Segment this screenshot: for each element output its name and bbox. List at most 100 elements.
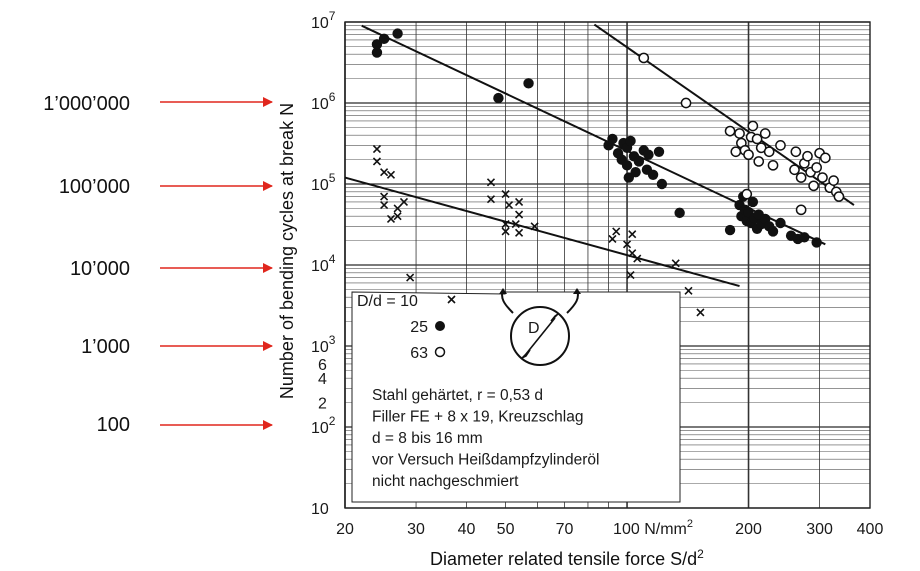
data-point-open	[767, 159, 779, 171]
data-point-open	[751, 133, 763, 145]
data-point-cross	[486, 195, 496, 204]
data-point-cross	[372, 157, 382, 166]
data-point-filled	[523, 78, 534, 89]
data-point-cross	[612, 227, 621, 236]
data-point-open	[759, 128, 771, 139]
data-point-cross	[504, 200, 514, 210]
data-point-filled	[630, 166, 641, 178]
data-point-filled	[371, 47, 383, 58]
data-point-open	[795, 172, 807, 183]
y-axis-label: Number of bending cycles at break N	[277, 103, 297, 399]
data-point-filled	[775, 217, 786, 229]
data-point-cross	[501, 190, 510, 199]
note-line: nicht nachgeschmiert	[372, 473, 519, 490]
data-point-filled	[607, 133, 618, 145]
data-point-open	[638, 52, 650, 64]
x-tick-label: 20	[336, 521, 354, 538]
data-point-open	[730, 146, 742, 158]
note-line: Stahl gehärtet, r = 0,53 d	[372, 387, 543, 404]
y-minor-tick-label: 6	[318, 357, 327, 374]
data-point-cross	[380, 168, 389, 177]
legend-header: D/d = 10	[357, 293, 418, 310]
y-tick-label: 104	[311, 252, 336, 275]
data-point-cross	[633, 254, 642, 263]
data-point-cross	[626, 271, 635, 280]
annotation-1e2: 100	[96, 414, 130, 436]
data-point-filled	[656, 178, 668, 190]
note-line: d = 8 bis 16 mm	[372, 430, 483, 447]
data-point-filled	[767, 226, 779, 237]
data-point-cross	[671, 259, 680, 268]
data-point-filled	[378, 33, 390, 45]
legend-marker-cross	[447, 295, 456, 304]
x-axis-ticks: 20 30 40 50 70 100 N/mm2 200 300 400	[336, 518, 883, 538]
data-point-cross	[684, 286, 693, 295]
data-point-cross	[501, 220, 510, 229]
x-tick-label: 30	[407, 521, 425, 538]
sheave-icon	[510, 306, 570, 366]
data-point-open	[789, 164, 800, 176]
data-point-open	[817, 172, 828, 183]
x-tick-label: 50	[497, 521, 515, 538]
annotation-arrows	[160, 97, 273, 430]
data-point-cross	[386, 170, 396, 179]
data-point-cross	[696, 308, 705, 317]
fit-line-10	[344, 176, 740, 287]
sheave-label: D	[528, 320, 540, 337]
data-point-cross	[386, 214, 396, 224]
data-point-cross	[515, 210, 524, 219]
y-tick-label: 102	[311, 414, 336, 437]
data-point-cross	[530, 222, 539, 231]
diameter-arrow-icon	[525, 317, 556, 355]
data-point-open	[819, 152, 831, 164]
data-point-cross	[608, 234, 617, 243]
y-tick-label: 106	[311, 90, 336, 113]
annotation-1e5: 100’000	[58, 176, 130, 198]
data-point-filled	[493, 92, 504, 104]
data-point-cross	[393, 204, 402, 213]
data-point-cross	[511, 220, 520, 229]
data-point-cross	[628, 230, 637, 239]
x-axis-label: Diameter related tensile force S/d2	[430, 547, 704, 569]
data-point-open	[741, 188, 753, 200]
data-point-cross	[486, 178, 496, 187]
data-point-open	[763, 146, 775, 158]
data-point-cross	[515, 197, 524, 207]
data-point-filled	[724, 224, 736, 236]
y-tick-label: 105	[311, 171, 336, 194]
data-point-open	[828, 175, 839, 186]
y-minor-tick-label: 4	[318, 371, 327, 388]
data-point-filled	[633, 156, 645, 167]
data-point-cross	[393, 212, 402, 221]
data-point-filled	[747, 196, 759, 208]
data-points	[371, 28, 845, 317]
data-point-open	[724, 125, 736, 137]
legend-marker-open	[434, 346, 446, 358]
data-point-open	[680, 97, 692, 109]
data-point-open	[753, 156, 765, 167]
data-point-open	[833, 191, 845, 202]
legend-label-25: 25	[410, 319, 428, 336]
data-point-filled	[811, 237, 822, 248]
data-point-filled	[799, 232, 810, 243]
data-point-filled	[371, 39, 383, 50]
data-point-filled	[621, 160, 633, 171]
y-tick-label: 10	[311, 501, 329, 518]
data-point-open	[811, 162, 822, 173]
note-line: Filler FE + 8 x 19, Kreuzschlag	[372, 409, 584, 426]
y-tick-label: 103	[311, 333, 336, 356]
legend-marker-filled	[435, 321, 445, 331]
data-point-filled	[643, 149, 654, 160]
data-point-cross	[406, 273, 415, 282]
note-line: vor Versuch Heißdampfzylinderöl	[372, 452, 599, 469]
data-point-cross	[515, 228, 524, 237]
annotation-1e3: 1’000	[81, 336, 130, 358]
data-point-filled	[625, 135, 636, 147]
data-point-cross	[380, 192, 389, 201]
legend-label-63: 63	[410, 345, 428, 362]
x-tick-label: 70	[556, 521, 574, 538]
annotation-1e4: 10’000	[69, 258, 130, 280]
data-point-open	[802, 150, 813, 162]
